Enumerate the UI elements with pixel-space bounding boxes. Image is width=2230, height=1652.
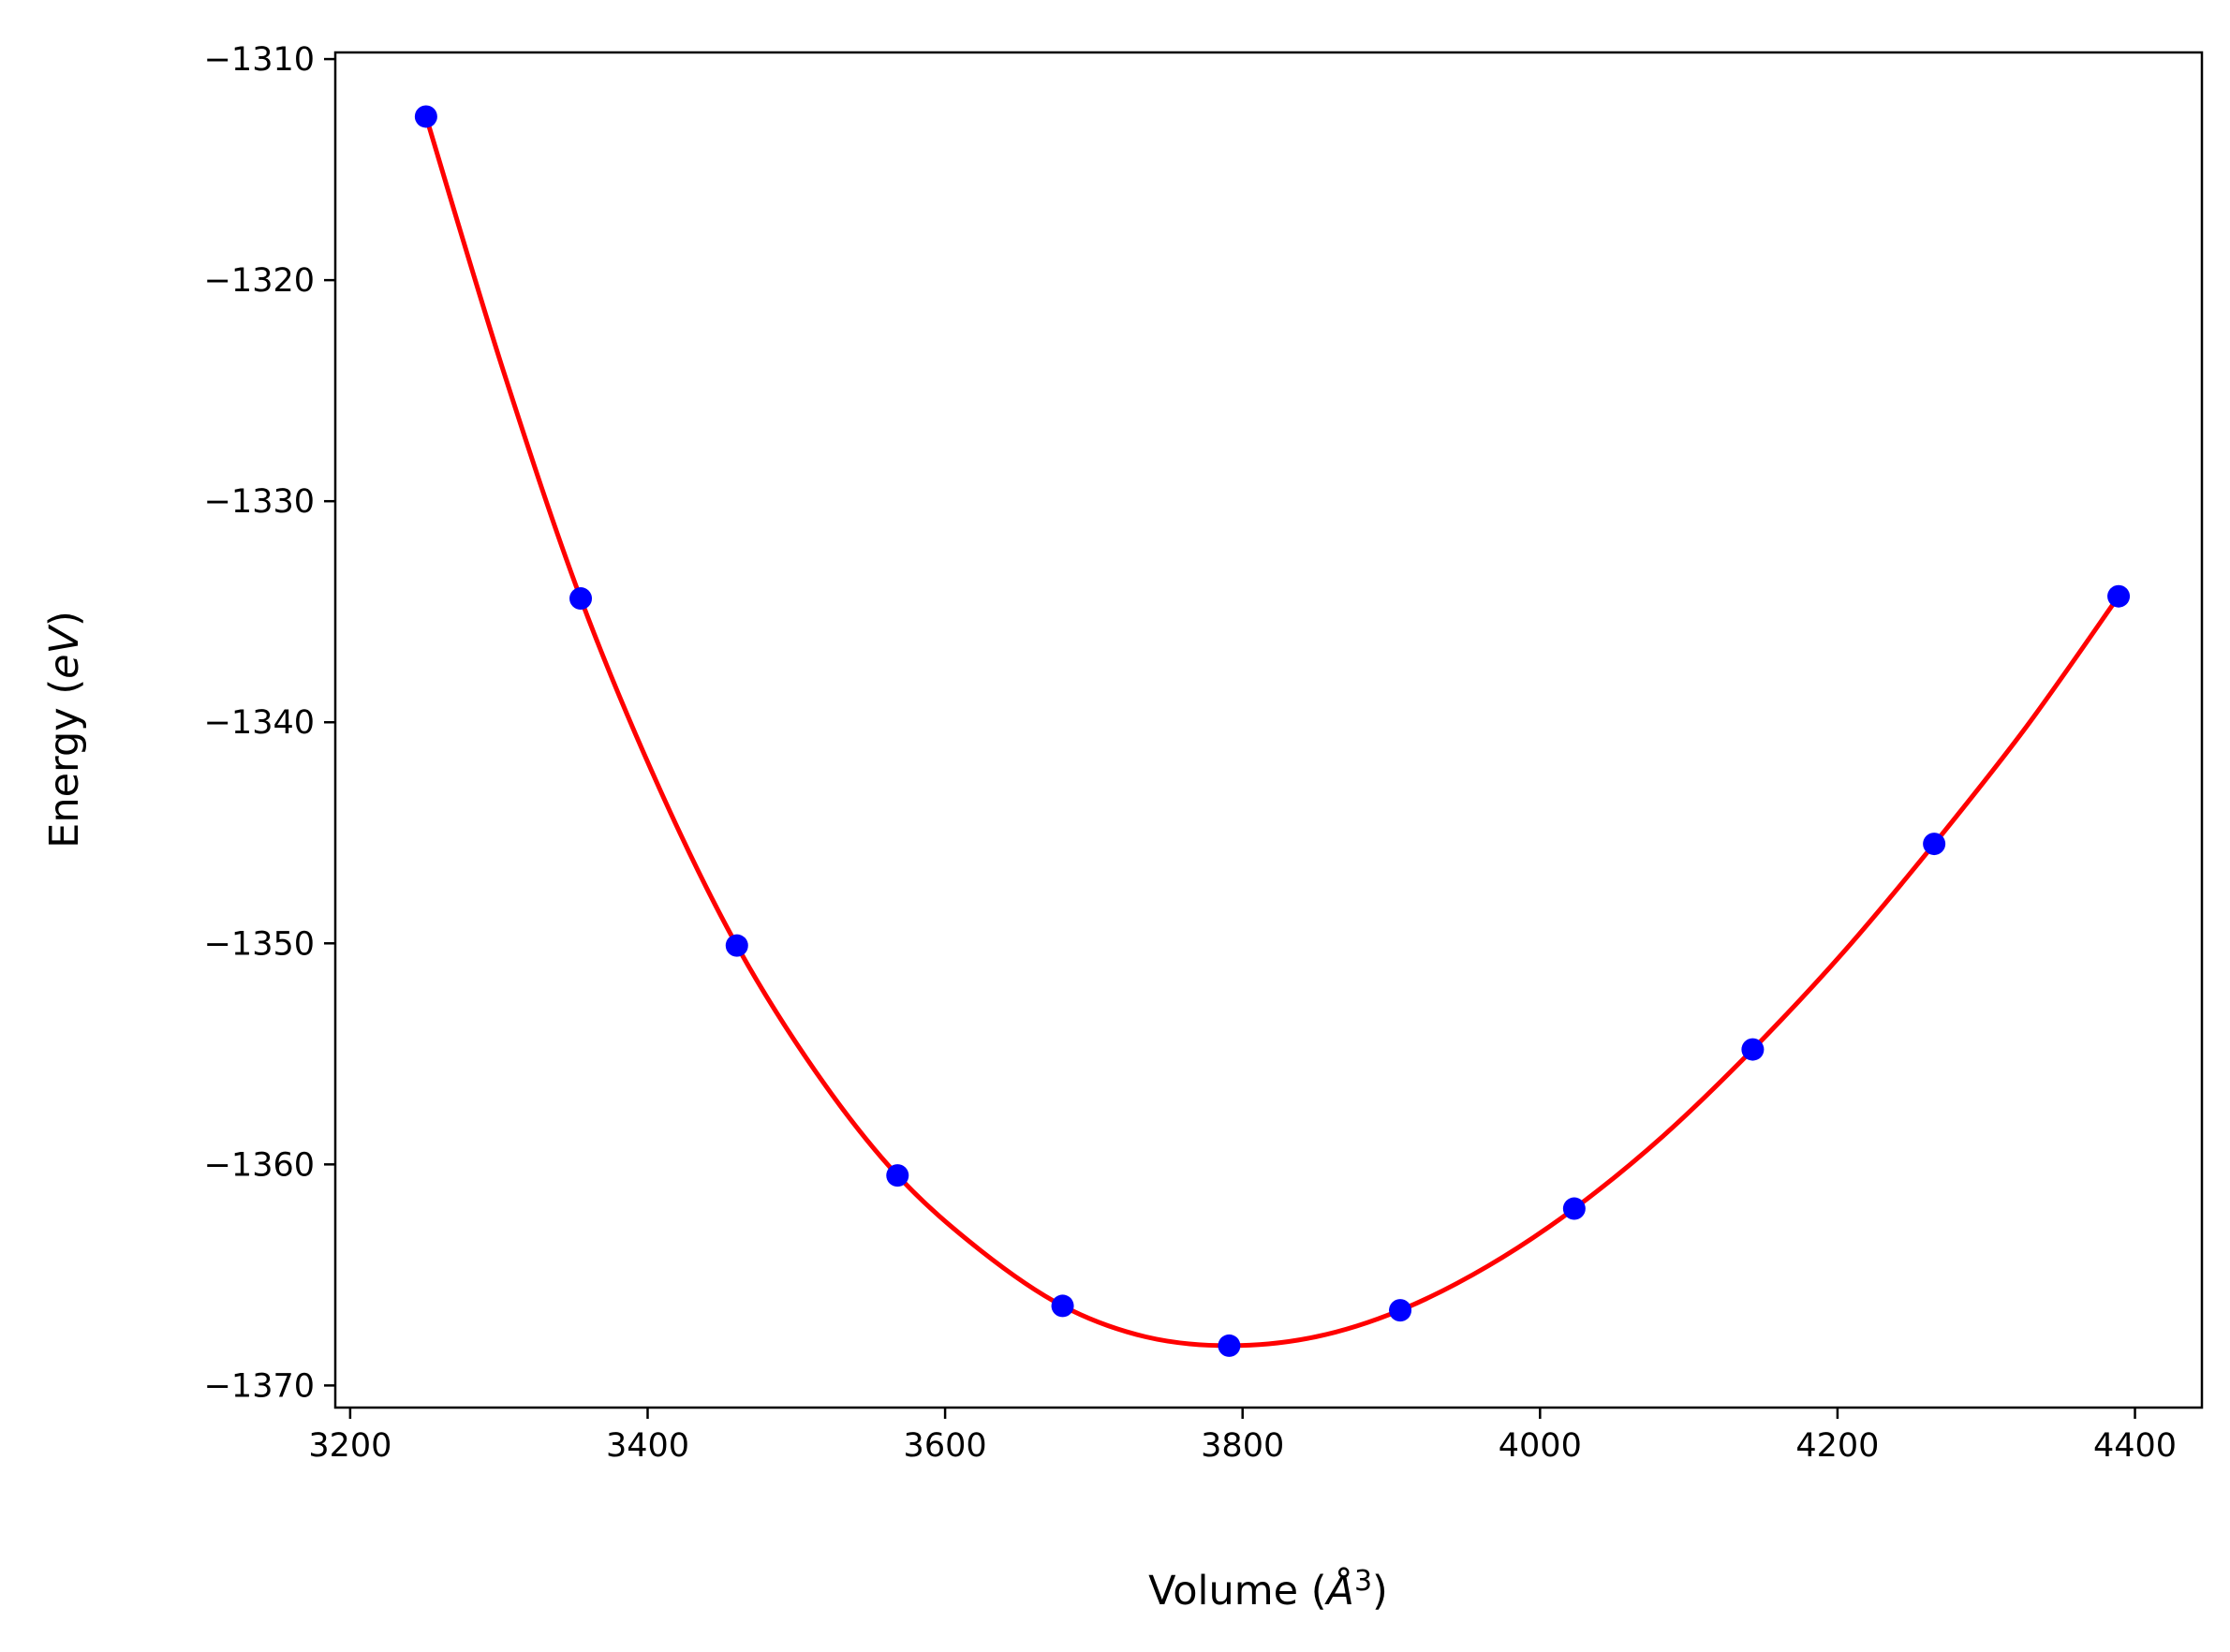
plot-frame — [333, 51, 2204, 1409]
plot-content — [414, 105, 2131, 1357]
data-point — [569, 587, 593, 611]
data-point — [1051, 1294, 1074, 1318]
data-point — [886, 1164, 909, 1187]
data-point — [414, 105, 437, 128]
data-point — [1923, 833, 1946, 856]
y-tick-label: −1330 — [204, 483, 315, 521]
data-point — [1562, 1197, 1586, 1220]
y-axis-label: Energy (eV) — [41, 611, 88, 848]
data-point — [2107, 584, 2131, 608]
y-tick-label: −1350 — [204, 925, 315, 963]
y-tick-label: −1320 — [204, 262, 315, 300]
x-tick-label: 3400 — [606, 1427, 689, 1465]
y-tick-label: −1370 — [204, 1367, 315, 1405]
x-axis: 3200 3400 3600 3800 4000 4200 4400 — [308, 1408, 2177, 1465]
data-point — [725, 934, 748, 957]
x-tick-label: 4400 — [2093, 1427, 2177, 1465]
x-tick-label: 3800 — [1201, 1427, 1284, 1465]
data-point — [1218, 1334, 1241, 1357]
data-point — [1741, 1038, 1765, 1061]
x-tick-label: 4000 — [1499, 1427, 1582, 1465]
y-tick-label: −1360 — [204, 1146, 315, 1184]
y-axis: −1310 −1320 −1330 −1340 −1350 −1360 −1370 — [204, 41, 335, 1405]
fit-curve-line — [423, 115, 2121, 1349]
x-tick-label: 3600 — [904, 1427, 987, 1465]
data-point — [1389, 1299, 1412, 1322]
x-tick-label: 3200 — [308, 1427, 391, 1465]
y-tick-label: −1340 — [204, 704, 315, 742]
x-axis-label: Volume (Å3) — [1148, 1565, 1388, 1615]
y-tick-label: −1310 — [204, 41, 315, 79]
x-tick-label: 4200 — [1795, 1427, 1879, 1465]
